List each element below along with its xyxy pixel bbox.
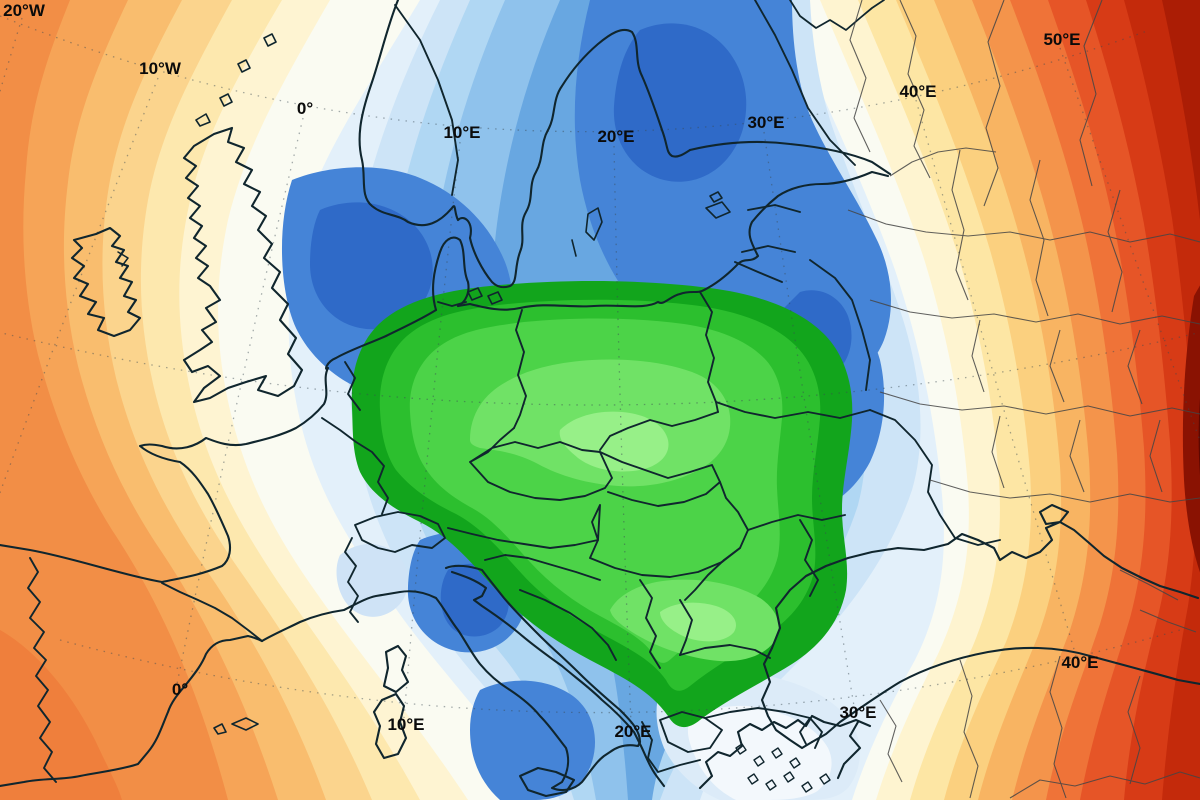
graticule-label: 20°E xyxy=(614,722,651,741)
baltic-states-borders xyxy=(734,204,801,283)
slovenia-croatia-border xyxy=(484,554,601,581)
graticule-label: 40°E xyxy=(899,82,936,101)
balkan-coast xyxy=(450,570,666,788)
graticule-label: 50°E xyxy=(1043,30,1080,49)
germany-denmark-border xyxy=(437,301,467,307)
black-sea-west-coast xyxy=(760,646,814,750)
pyrenees-border xyxy=(161,582,263,642)
turkey-north-coast xyxy=(810,646,1200,744)
black-sea-north-coast xyxy=(770,503,1200,650)
greece-white-patch xyxy=(687,705,832,800)
white-sea-coast xyxy=(789,0,885,31)
benelux-borders xyxy=(321,361,389,515)
greece-bulgaria-border xyxy=(704,707,823,749)
bulgaria-turkey-border xyxy=(799,717,811,745)
germany-poland-border xyxy=(513,309,527,429)
estonian-islands xyxy=(705,191,731,219)
belarus-borders xyxy=(715,259,871,419)
hungary-borders xyxy=(589,481,749,578)
graticule-label: 10°W xyxy=(139,59,182,78)
sicily-coast xyxy=(518,766,576,798)
aegean-islands xyxy=(735,743,831,793)
italy-east-coast xyxy=(444,564,642,744)
bosphorus-coast xyxy=(836,720,862,780)
gulf-of-finland-coast xyxy=(688,140,892,176)
gotland-island xyxy=(571,207,603,257)
west-europe-coast xyxy=(0,308,438,584)
sardinia-coast xyxy=(372,692,408,760)
switzerland-border xyxy=(354,511,446,553)
graticule-label: 10°E xyxy=(387,715,424,734)
graticule-label: 0° xyxy=(172,680,188,699)
corsica-coast xyxy=(382,644,410,694)
graticule-labels: 20°W 10°W 0° 10°E 20°E 30°E 40°E 50°E 0°… xyxy=(3,1,1098,741)
iberia-coast xyxy=(0,634,264,788)
graticule-label: 30°E xyxy=(747,113,784,132)
austria-south-border xyxy=(447,504,601,549)
scandinavia-coast xyxy=(358,0,692,289)
italy-west-coast xyxy=(260,590,642,792)
graticule-label: 30°E xyxy=(839,703,876,722)
romania-ukraine-border xyxy=(747,514,846,597)
baltic-coast xyxy=(456,170,890,311)
great-britain-coast xyxy=(182,126,304,404)
denmark-coast xyxy=(431,236,470,312)
graticule-label: 20°W xyxy=(3,1,46,20)
bosnia-border xyxy=(519,589,617,661)
graticule-label: 0° xyxy=(297,99,313,118)
warm-bands-east xyxy=(780,0,1200,800)
country-borders xyxy=(27,0,1001,783)
regional-borders xyxy=(847,0,1200,799)
graticule-label: 40°E xyxy=(1061,653,1098,672)
ukraine-russia-border xyxy=(869,409,1001,546)
balearic-islands xyxy=(213,717,259,735)
slovakia-south-border xyxy=(599,451,721,507)
graticule-label: 10°E xyxy=(443,123,480,142)
norway-sweden-border xyxy=(394,4,459,196)
greece-coast xyxy=(698,714,872,790)
czech-borders xyxy=(469,427,613,501)
france-italy-border xyxy=(344,537,359,623)
romania-bulgaria-border xyxy=(679,644,771,659)
graticule-lines xyxy=(0,15,1200,725)
albania-macedonia-borders xyxy=(641,711,723,773)
finland-russia-border xyxy=(754,0,856,166)
portugal-spain-border xyxy=(27,557,57,783)
poland-south-border xyxy=(599,411,719,451)
graticule-label: 20°E xyxy=(597,127,634,146)
warm-bands-west xyxy=(0,0,545,800)
serbia-borders xyxy=(639,579,693,669)
northern-ireland-border xyxy=(117,251,129,267)
romania-serbia-border xyxy=(684,547,741,601)
